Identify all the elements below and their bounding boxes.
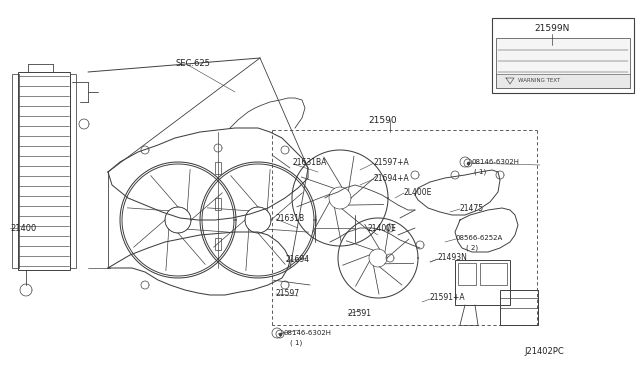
Text: 21597+A: 21597+A (374, 157, 410, 167)
Text: 21591+A: 21591+A (430, 294, 466, 302)
Text: 21631BA: 21631BA (293, 157, 328, 167)
Text: 21400E: 21400E (368, 224, 397, 232)
Text: 21590: 21590 (368, 115, 397, 125)
Bar (215, 162, 221, 174)
Text: 2L400E: 2L400E (404, 187, 433, 196)
Text: ( 1): ( 1) (474, 169, 486, 175)
Text: 21475: 21475 (460, 203, 484, 212)
Bar (458, 263, 476, 285)
Text: WARNING TEXT: WARNING TEXT (518, 77, 560, 83)
Text: 21694: 21694 (286, 256, 310, 264)
Text: ( 1): ( 1) (290, 340, 302, 346)
Bar (496, 74, 630, 88)
Bar (455, 260, 510, 305)
Bar (70, 74, 76, 268)
Text: ( 2): ( 2) (466, 245, 478, 251)
Bar (12, 74, 19, 268)
Text: 21599N: 21599N (534, 23, 570, 32)
Text: 08146-6302H: 08146-6302H (284, 330, 332, 336)
Text: 21591: 21591 (348, 308, 372, 317)
Text: SEC.625: SEC.625 (175, 58, 210, 67)
Text: 21631B: 21631B (276, 214, 305, 222)
Bar (480, 263, 507, 285)
Text: J21402PC: J21402PC (524, 347, 564, 356)
Bar (500, 290, 538, 325)
Bar (215, 238, 221, 250)
Text: 21694+A: 21694+A (374, 173, 410, 183)
Text: 21493N: 21493N (438, 253, 468, 263)
Bar (215, 198, 221, 210)
Text: 08146-6302H: 08146-6302H (472, 159, 520, 165)
Text: 08566-6252A: 08566-6252A (456, 235, 503, 241)
Bar (492, 18, 634, 93)
Bar (18, 72, 70, 270)
Bar (496, 38, 630, 88)
Text: 21400: 21400 (10, 224, 36, 232)
Text: 21597: 21597 (276, 289, 300, 298)
